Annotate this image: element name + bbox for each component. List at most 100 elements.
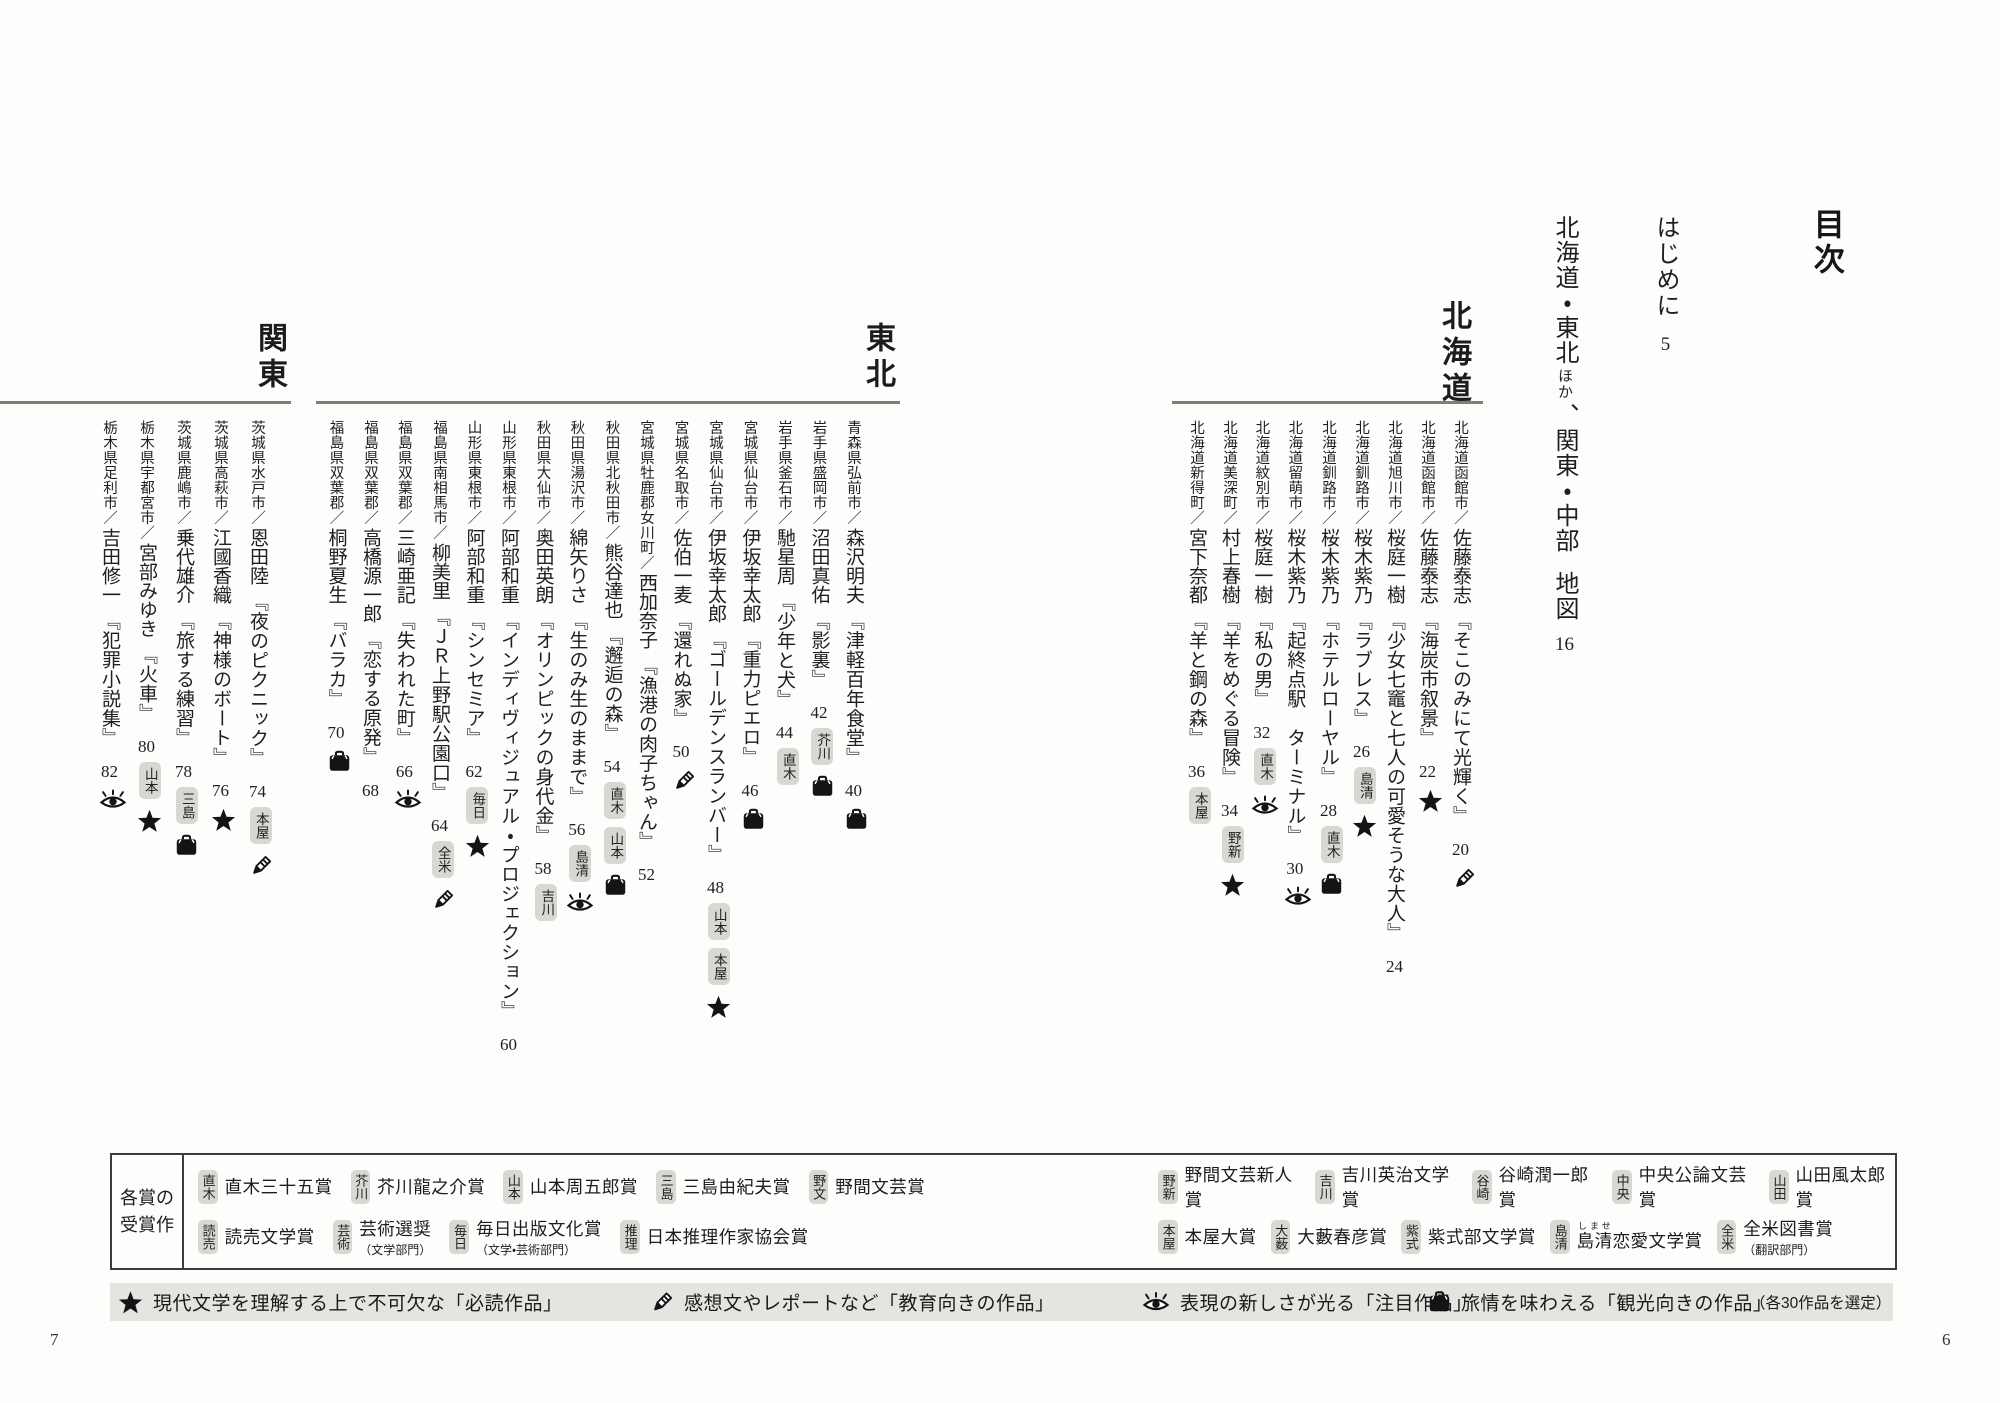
entry-page-number: 74 xyxy=(249,782,266,800)
map-regions-etc: ほか xyxy=(1556,368,1572,400)
award-badge: 山本 xyxy=(138,762,161,799)
entry-title: 『私の男』 xyxy=(1251,611,1273,709)
entry-title: 『恋する原発』 xyxy=(360,630,381,767)
award-badge: 大薮 xyxy=(1270,1219,1291,1254)
award-name: 本屋大賞 xyxy=(1184,1227,1257,1247)
award-name: 日本推理作家協会賞 xyxy=(646,1227,809,1247)
entry-location: 秋田県北秋田市／ xyxy=(603,420,620,540)
pencil-icon xyxy=(672,769,696,793)
eye-icon xyxy=(1251,795,1279,817)
entry-author: 桐野夏生 xyxy=(325,528,347,604)
toc-entry: 北海道釧路市／ 桜木紫乃『ホテルローヤル』 28 直木 xyxy=(1312,420,1345,902)
award-legend-item: 中央 中央公論文芸賞 xyxy=(1611,1162,1755,1212)
awards-row: 読売 読売文学賞 芸術 芸術選奨 （文学部門） 毎日 毎日出版文化賞 （文学・芸術部門） 推理日… xyxy=(198,1215,925,1259)
icon-legend-text: 旅情を味わえる「観光向きの作品」 xyxy=(1461,1293,1773,1315)
icon-legend-note: （各30作品を選定） xyxy=(1750,1295,1892,1312)
awards-label-line1: 各賞の xyxy=(120,1188,174,1209)
award-text: 山本周五郎賞 xyxy=(530,1174,638,1199)
award-name: 谷崎潤一郎賞 xyxy=(1498,1164,1589,1210)
toc-entry: 青森県弘前市／ 森沢明夫『津軽百年食堂』 40 xyxy=(836,420,871,837)
entry-page-number: 32 xyxy=(1253,723,1271,741)
entry-page-number: 46 xyxy=(741,781,759,799)
bag-icon xyxy=(811,775,834,798)
awards-legend-label: 各賞の 受賞作 xyxy=(112,1155,184,1268)
entry-title: 『影裏』 xyxy=(808,611,830,689)
award-name: 野間文芸賞 xyxy=(835,1177,926,1197)
award-legend-item: 直木 直木三十五賞 xyxy=(198,1169,333,1204)
entry-location: 北海道美深町／ xyxy=(1221,420,1237,525)
award-name: 中央公論文芸賞 xyxy=(1638,1164,1747,1210)
entry-page-number: 60 xyxy=(500,1035,517,1053)
award-legend-item: 谷崎 谷崎潤一郎賞 xyxy=(1471,1162,1598,1212)
entry-author: 西加奈子 xyxy=(636,573,657,649)
map-label: 地図 xyxy=(1551,571,1577,621)
entry-page-number: 36 xyxy=(1188,762,1205,780)
award-text: 山田風太郎賞 xyxy=(1796,1162,1895,1212)
award-name: 吉川英治文学賞 xyxy=(1341,1164,1450,1210)
entry-author: 沼田真佑 xyxy=(808,528,830,604)
entry-author: 伊坂幸太郎 xyxy=(739,528,761,623)
entry-page-number: 20 xyxy=(1452,840,1469,858)
award-badge: 野新 xyxy=(1158,1169,1178,1204)
toc-entry: 茨城県高萩市／ 江國香織『神様のボート』 76 xyxy=(202,420,239,838)
award-badge: 毎日 xyxy=(449,1219,469,1254)
award-badge: 島清 xyxy=(1549,1219,1570,1254)
entry-page-number: 80 xyxy=(138,738,155,755)
entry-page-number: 70 xyxy=(327,723,345,741)
award-legend-item: 読売 読売文学賞 xyxy=(198,1219,315,1254)
toc-entry: 北海道函館市／ 佐藤泰志『海炭市叙景』 22 xyxy=(1411,420,1444,819)
award-badge: 芥川 xyxy=(811,728,834,765)
toc-entry: 福島県双葉郡／ 高橋源一郎『恋する原発』 68 xyxy=(353,420,388,802)
award-name: 三島由紀夫賞 xyxy=(682,1177,791,1197)
entry-title: 『火車』 xyxy=(136,645,157,723)
star-icon xyxy=(137,809,162,833)
award-badge: 紫式 xyxy=(1401,1219,1421,1254)
entry-location: 福島県双葉郡／ xyxy=(395,420,412,525)
entry-author: 阿部和重 xyxy=(463,528,485,604)
entry-location: 福島県南相馬市／ xyxy=(431,420,447,540)
right-page-number: 6 xyxy=(1942,1330,1951,1349)
entry-title: 『犯罪小説集』 xyxy=(99,611,120,748)
entry-page-number: 34 xyxy=(1221,801,1238,819)
award-badge: 三島 xyxy=(655,1169,676,1204)
eye-icon xyxy=(1142,1291,1170,1313)
pencil-icon xyxy=(431,888,455,912)
entry-title: 『海炭市叙景』 xyxy=(1417,611,1438,748)
entry-title: 『少女七竈と七人の可愛そうな大人』 xyxy=(1384,611,1405,943)
award-name: 山本周五郎賞 xyxy=(529,1177,638,1197)
entry-title: 『津軽百年食堂』 xyxy=(843,611,864,767)
star-icon xyxy=(706,995,731,1019)
section-rule xyxy=(1172,401,1483,404)
toc-entry: 福島県双葉郡／ 三崎亜記『失われた町』 66 xyxy=(387,420,422,817)
entry-page-number: 56 xyxy=(568,821,586,838)
entry-title: 『漁港の肉子ちゃん』 xyxy=(636,656,657,851)
pencil-icon xyxy=(650,1290,674,1314)
award-badge: 全米 xyxy=(1716,1219,1737,1254)
award-badge: 直木 xyxy=(776,748,799,785)
award-text: 三島由紀夫賞 xyxy=(683,1174,791,1199)
entry-location: 北海道紋別市／ xyxy=(1253,420,1270,525)
eye-icon xyxy=(566,892,594,914)
award-text: 島清しませ恋愛文学賞 xyxy=(1577,1221,1703,1253)
awards-right-group: 野新 野間文芸新人賞 吉川 吉川英治文学賞 谷崎 谷崎潤一郎賞 中央 中央公論文芸賞 山田 山田風… xyxy=(1158,1155,1895,1268)
entry-location: 岩手県盛岡市／ xyxy=(810,420,827,525)
section-heading: 関東 xyxy=(253,322,286,394)
entry-author: 桜木紫乃 xyxy=(1284,528,1306,604)
entry-author: 高橋源一郎 xyxy=(360,528,381,623)
toc-entry: 宮城県仙台市／ 伊坂幸太郎『重力ピエロ』 46 xyxy=(732,420,767,837)
section-rule xyxy=(316,401,900,404)
toc-entry: 北海道函館市／ 佐藤泰志『そこのみにて光輝く』 20 xyxy=(1444,420,1477,897)
entry-location: 北海道留萌市／ xyxy=(1286,420,1303,525)
entry-author: 森沢明夫 xyxy=(843,528,864,604)
toc-entry: 北海道紋別市／ 桜庭一樹『私の男』 32 直木 xyxy=(1246,420,1279,823)
entry-title: 『ゴールデンスランバー』 xyxy=(705,630,726,864)
pencil-icon xyxy=(1452,867,1476,891)
entry-page-number: 44 xyxy=(776,724,793,741)
entry-title: 『神様のボート』 xyxy=(210,611,231,767)
entry-page-number: 76 xyxy=(212,782,229,799)
entry-location: 北海道釧路市／ xyxy=(1353,420,1369,525)
bag-icon xyxy=(604,874,627,897)
star-icon xyxy=(1418,789,1443,813)
award-badge: 吉川 xyxy=(1314,1169,1335,1204)
entry-title: 『還れぬ家』 xyxy=(670,611,692,728)
